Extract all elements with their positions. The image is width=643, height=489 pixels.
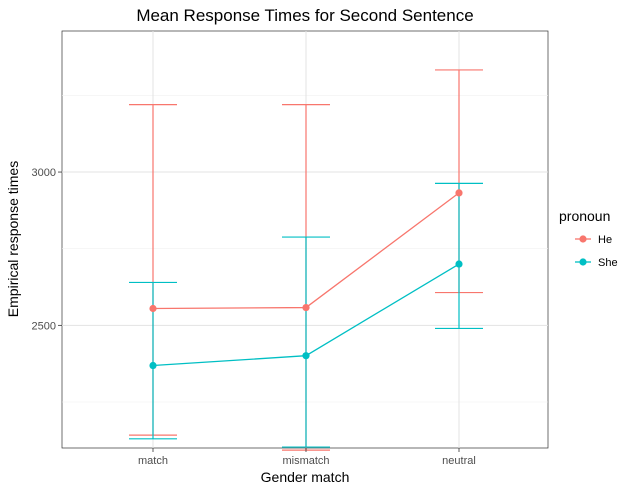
x-tick-label: match xyxy=(138,455,168,467)
data-point-he xyxy=(302,303,310,312)
plot-panel xyxy=(61,30,549,449)
y-axis-title: Empirical response times xyxy=(5,161,21,317)
legend-label-he: He xyxy=(598,234,612,246)
data-point-he xyxy=(149,304,157,313)
data-point-she xyxy=(455,260,463,268)
chart-title: Mean Response Times for Second Sentence xyxy=(136,6,473,25)
legend-key-point-she xyxy=(579,258,587,266)
x-tick-label: neutral xyxy=(442,455,476,467)
data-point-she xyxy=(302,352,310,360)
legend-key-point-he xyxy=(579,235,587,243)
y-tick-label: 3000 xyxy=(32,167,56,179)
legend-label-she: She xyxy=(598,257,618,269)
y-axis-ticks: 2500 3000 xyxy=(32,167,62,332)
legend-title: pronoun xyxy=(559,208,610,224)
x-axis-title: Gender match xyxy=(261,469,350,485)
series-points xyxy=(149,189,463,370)
legend: pronoun He She xyxy=(559,208,618,269)
x-tick-label: mismatch xyxy=(282,455,329,467)
x-axis-ticks: match mismatch neutral xyxy=(138,448,476,467)
data-point-he xyxy=(455,189,463,197)
y-tick-label: 2500 xyxy=(32,320,56,332)
data-point-she xyxy=(149,361,157,370)
